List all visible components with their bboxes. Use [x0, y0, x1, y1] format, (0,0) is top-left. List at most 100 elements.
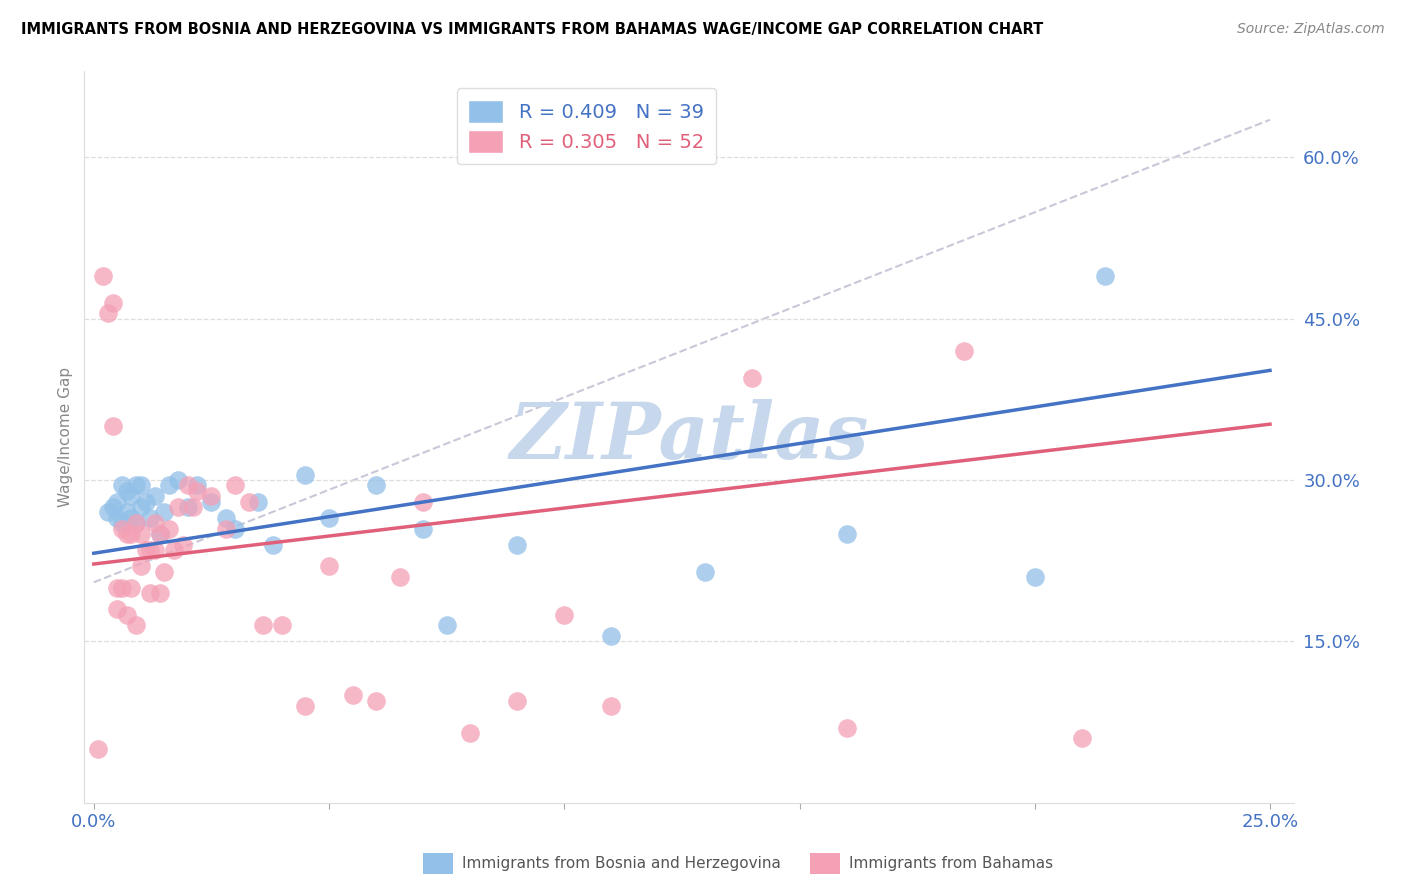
Point — [157, 521, 180, 535]
Point — [412, 521, 434, 535]
Point — [129, 527, 152, 541]
Point — [553, 607, 575, 622]
Point — [97, 306, 120, 320]
Point — [177, 500, 200, 514]
Point — [1070, 731, 1092, 746]
Point — [120, 581, 142, 595]
Point — [143, 516, 166, 530]
Point — [115, 527, 138, 541]
Point — [91, 268, 114, 283]
Text: Immigrants from Bosnia and Herzegovina: Immigrants from Bosnia and Herzegovina — [461, 856, 780, 871]
Point — [153, 565, 176, 579]
Point — [186, 483, 208, 498]
Point — [458, 726, 481, 740]
Point — [105, 581, 128, 595]
Text: Source: ZipAtlas.com: Source: ZipAtlas.com — [1237, 22, 1385, 37]
Point — [252, 618, 274, 632]
Point — [262, 538, 284, 552]
Point — [224, 521, 246, 535]
Point — [214, 510, 236, 524]
Point — [129, 500, 152, 514]
Text: Immigrants from Bahamas: Immigrants from Bahamas — [849, 856, 1053, 871]
Legend: R = 0.409   N = 39, R = 0.305   N = 52: R = 0.409 N = 39, R = 0.305 N = 52 — [457, 88, 716, 164]
Point — [238, 494, 260, 508]
Point — [412, 494, 434, 508]
Point — [129, 478, 152, 492]
Point — [125, 516, 148, 530]
Point — [600, 629, 623, 643]
Point — [247, 494, 270, 508]
Point — [177, 478, 200, 492]
Point — [294, 467, 316, 482]
Y-axis label: Wage/Income Gap: Wage/Income Gap — [58, 367, 73, 508]
Point — [294, 698, 316, 713]
Point — [115, 483, 138, 498]
Point — [506, 693, 529, 707]
Point — [214, 521, 236, 535]
Point — [695, 565, 717, 579]
Point — [600, 698, 623, 713]
Point — [172, 538, 194, 552]
Point — [149, 527, 172, 541]
Point — [105, 510, 128, 524]
Point — [111, 478, 134, 492]
Point — [105, 602, 128, 616]
Point — [436, 618, 458, 632]
Point — [139, 586, 162, 600]
Point — [120, 527, 142, 541]
Point — [181, 500, 204, 514]
Point — [115, 607, 138, 622]
Point — [835, 721, 858, 735]
Point — [186, 478, 208, 492]
Point — [105, 494, 128, 508]
Point — [143, 489, 166, 503]
Point — [101, 295, 124, 310]
Point — [111, 581, 134, 595]
Point — [87, 742, 110, 756]
Point — [101, 419, 124, 434]
Point — [318, 559, 340, 574]
Point — [200, 489, 222, 503]
Point — [364, 693, 387, 707]
Point — [129, 559, 152, 574]
Point — [167, 500, 190, 514]
Point — [149, 586, 172, 600]
Point — [101, 500, 124, 514]
Point — [111, 521, 134, 535]
Point — [741, 371, 763, 385]
Point — [953, 344, 976, 359]
Point — [125, 478, 148, 492]
Point — [135, 494, 157, 508]
Point — [111, 516, 134, 530]
Point — [153, 505, 176, 519]
Point — [271, 618, 294, 632]
Point — [120, 489, 142, 503]
Point — [120, 510, 142, 524]
Point — [125, 516, 148, 530]
Point — [167, 473, 190, 487]
Point — [97, 505, 120, 519]
Point — [318, 510, 340, 524]
Point — [506, 538, 529, 552]
Point — [342, 688, 364, 702]
Point — [143, 543, 166, 558]
Point — [1094, 268, 1116, 283]
FancyBboxPatch shape — [423, 854, 453, 874]
Point — [157, 478, 180, 492]
Point — [139, 510, 162, 524]
Point — [139, 543, 162, 558]
Point — [125, 618, 148, 632]
Point — [115, 505, 138, 519]
FancyBboxPatch shape — [810, 854, 841, 874]
Point — [388, 570, 411, 584]
Point — [224, 478, 246, 492]
Text: IMMIGRANTS FROM BOSNIA AND HERZEGOVINA VS IMMIGRANTS FROM BAHAMAS WAGE/INCOME GA: IMMIGRANTS FROM BOSNIA AND HERZEGOVINA V… — [21, 22, 1043, 37]
Point — [149, 527, 172, 541]
Point — [163, 543, 186, 558]
Point — [1024, 570, 1046, 584]
Point — [135, 543, 157, 558]
Point — [364, 478, 387, 492]
Point — [200, 494, 222, 508]
Text: ZIPatlas: ZIPatlas — [509, 399, 869, 475]
Point — [835, 527, 858, 541]
